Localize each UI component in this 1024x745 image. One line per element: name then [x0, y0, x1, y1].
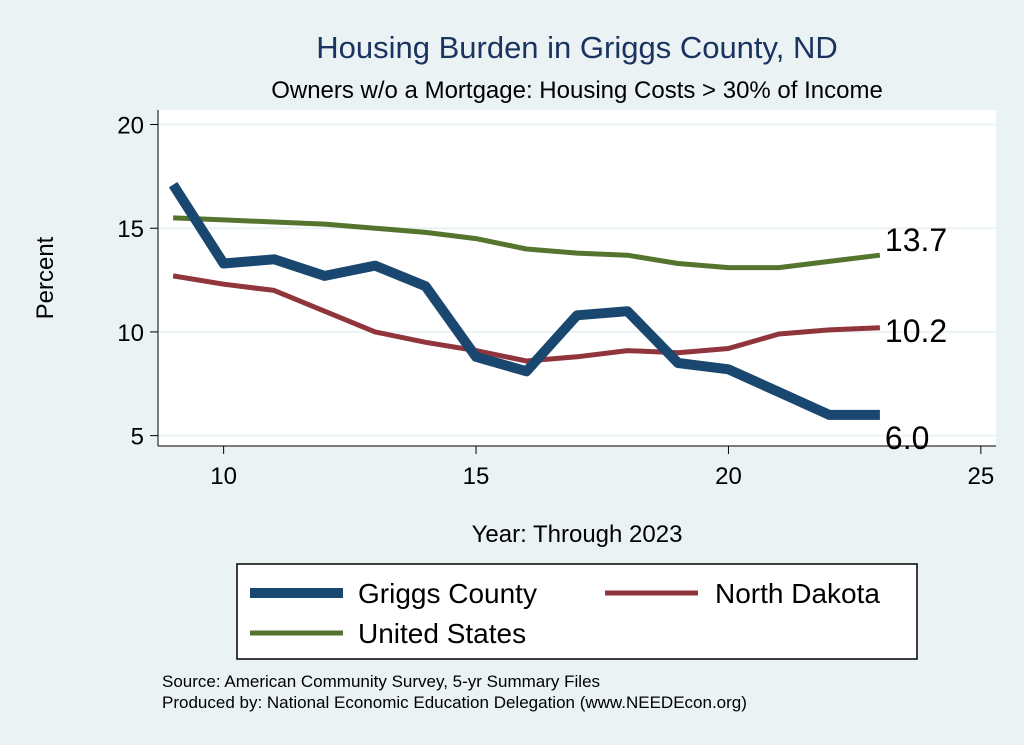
chart-subtitle: Owners w/o a Mortgage: Housing Costs > 3…	[271, 77, 883, 104]
source-note: Source: American Community Survey, 5-yr …	[162, 672, 600, 691]
end-label-united-states: 13.7	[885, 222, 947, 258]
plot-area	[158, 110, 996, 446]
x-axis-ticks: 10 15 20 25	[210, 446, 994, 490]
series-layer	[168, 182, 881, 420]
y-tick-label-5: 5	[131, 424, 144, 451]
x-tick-label-20: 20	[715, 463, 742, 490]
legend-box	[236, 563, 918, 660]
legend-label-north-dakota: North Dakota	[715, 578, 880, 609]
y-tick-label-15: 15	[117, 216, 144, 243]
y-tick-label-10: 10	[117, 320, 144, 347]
y-axis-ticks: 5 10 15 20	[117, 113, 158, 451]
end-labels: 6.0 10.2 13.7	[885, 222, 947, 456]
producer-note: Produced by: National Economic Education…	[162, 693, 747, 712]
y-tick-label-20: 20	[117, 113, 144, 140]
legend-label-united-states: United States	[358, 618, 526, 649]
legend-label-griggs: Griggs County	[358, 578, 537, 609]
y-axis-label: Percent	[32, 236, 59, 319]
legend: Griggs County North Dakota United States	[236, 563, 918, 660]
x-tick-label-15: 15	[463, 463, 490, 490]
chart-title: Housing Burden in Griggs County, ND	[316, 30, 838, 65]
x-axis-label: Year: Through 2023	[472, 521, 683, 548]
x-tick-label-25: 25	[968, 463, 995, 490]
gridlines	[158, 123, 996, 437]
x-tick-label-10: 10	[210, 463, 237, 490]
end-label-north-dakota: 10.2	[885, 313, 947, 349]
end-label-griggs-county: 6.0	[885, 420, 929, 456]
